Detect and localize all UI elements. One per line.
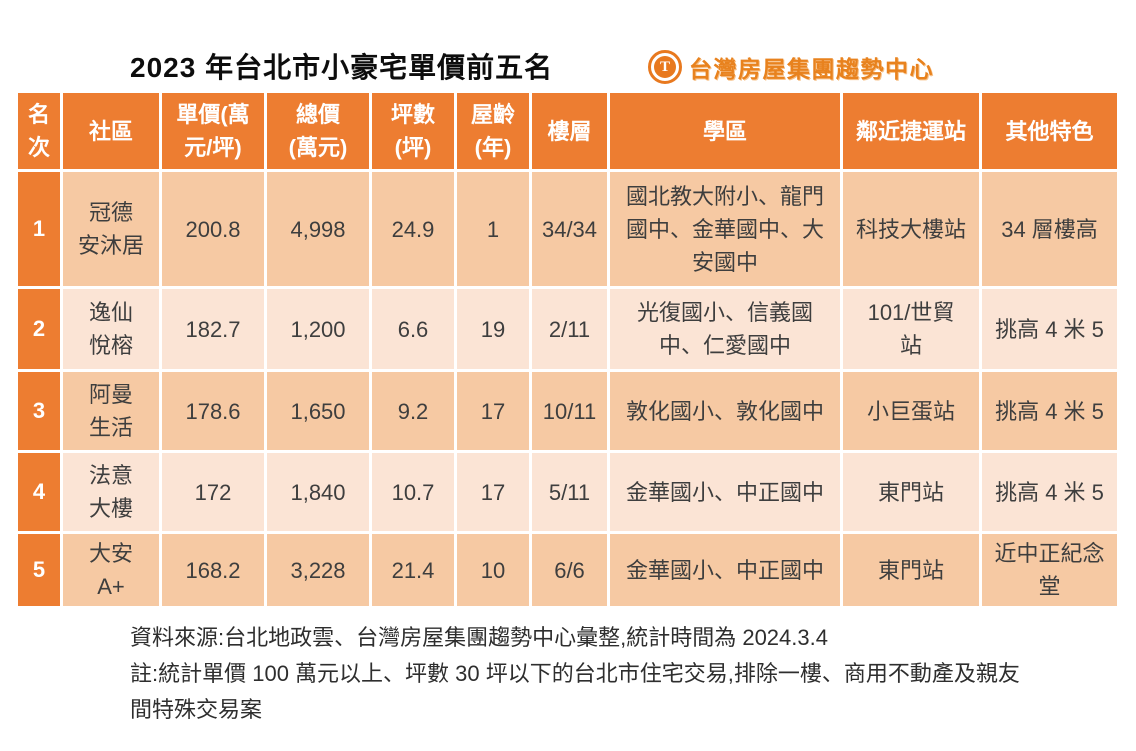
cell-area: 24.9 bbox=[372, 172, 454, 286]
cell-mrt-station: 科技大樓站 bbox=[843, 172, 979, 286]
cell-school-district: 國北教大附小、龍門國中、金華國中、大安國中 bbox=[610, 172, 840, 286]
cell-unit-price: 182.7 bbox=[162, 289, 264, 369]
cell-area: 21.4 bbox=[372, 534, 454, 606]
cell-school-district: 光復國小、信義國中、仁愛國中 bbox=[610, 289, 840, 369]
cell-age: 17 bbox=[457, 372, 529, 450]
ranking-table-container: 名 次 社區 單價(萬 元/坪) 總價 (萬元) 坪數 (坪) 屋齡 (年) 樓… bbox=[15, 90, 1120, 609]
cell-rank: 2 bbox=[18, 289, 60, 369]
cell-rank: 4 bbox=[18, 453, 60, 531]
col-header-school-district: 學區 bbox=[610, 93, 840, 169]
col-header-rank: 名 次 bbox=[18, 93, 60, 169]
table-row: 5 大安 A+ 168.2 3,228 21.4 10 6/6 金華國小、中正國… bbox=[18, 534, 1117, 606]
col-header-other-features: 其他特色 bbox=[982, 93, 1117, 169]
cell-other-features: 挑高 4 米 5 bbox=[982, 372, 1117, 450]
cell-community: 逸仙 悅榕 bbox=[63, 289, 159, 369]
cell-other-features: 挑高 4 米 5 bbox=[982, 453, 1117, 531]
cell-unit-price: 172 bbox=[162, 453, 264, 531]
table-row: 3 阿曼 生活 178.6 1,650 9.2 17 10/11 敦化國小、敦化… bbox=[18, 372, 1117, 450]
table-row: 1 冠德 安沐居 200.8 4,998 24.9 1 34/34 國北教大附小… bbox=[18, 172, 1117, 286]
col-header-area: 坪數 (坪) bbox=[372, 93, 454, 169]
cell-area: 9.2 bbox=[372, 372, 454, 450]
cell-mrt-station: 東門站 bbox=[843, 453, 979, 531]
cell-mrt-station: 東門站 bbox=[843, 534, 979, 606]
cell-rank: 1 bbox=[18, 172, 60, 286]
cell-area: 10.7 bbox=[372, 453, 454, 531]
brand-logo: T 台灣房屋集團趨勢中心 bbox=[648, 50, 934, 84]
footnotes: 資料來源:台北地政雲、台灣房屋集團趨勢中心彙整,統計時間為 2024.3.4 註… bbox=[130, 620, 1038, 728]
methodology-note: 註:統計單價 100 萬元以上、坪數 30 坪以下的台北市住宅交易,排除一樓、商… bbox=[130, 660, 1020, 722]
cell-age: 17 bbox=[457, 453, 529, 531]
col-header-total-price: 總價 (萬元) bbox=[267, 93, 369, 169]
col-header-floor: 樓層 bbox=[532, 93, 607, 169]
cell-total-price: 3,228 bbox=[267, 534, 369, 606]
cell-mrt-station: 101/世貿 站 bbox=[843, 289, 979, 369]
cell-community: 大安 A+ bbox=[63, 534, 159, 606]
cell-total-price: 1,840 bbox=[267, 453, 369, 531]
cell-other-features: 34 層樓高 bbox=[982, 172, 1117, 286]
cell-unit-price: 168.2 bbox=[162, 534, 264, 606]
cell-floor: 10/11 bbox=[532, 372, 607, 450]
cell-community: 阿曼 生活 bbox=[63, 372, 159, 450]
col-header-community: 社區 bbox=[63, 93, 159, 169]
cell-floor: 5/11 bbox=[532, 453, 607, 531]
brand-t-icon: T bbox=[648, 50, 682, 84]
cell-mrt-station: 小巨蛋站 bbox=[843, 372, 979, 450]
col-header-unit-price: 單價(萬 元/坪) bbox=[162, 93, 264, 169]
cell-school-district: 金華國小、中正國中 bbox=[610, 534, 840, 606]
cell-floor: 6/6 bbox=[532, 534, 607, 606]
cell-other-features: 近中正紀念 堂 bbox=[982, 534, 1117, 606]
cell-age: 10 bbox=[457, 534, 529, 606]
cell-unit-price: 200.8 bbox=[162, 172, 264, 286]
cell-total-price: 1,650 bbox=[267, 372, 369, 450]
cell-unit-price: 178.6 bbox=[162, 372, 264, 450]
col-header-mrt-station: 鄰近捷運站 bbox=[843, 93, 979, 169]
cell-community: 法意 大樓 bbox=[63, 453, 159, 531]
cell-total-price: 4,998 bbox=[267, 172, 369, 286]
cell-rank: 3 bbox=[18, 372, 60, 450]
col-header-age: 屋齡 (年) bbox=[457, 93, 529, 169]
cell-total-price: 1,200 bbox=[267, 289, 369, 369]
page-title: 2023 年台北市小豪宅單價前五名 bbox=[130, 52, 554, 83]
ranking-table: 名 次 社區 單價(萬 元/坪) 總價 (萬元) 坪數 (坪) 屋齡 (年) 樓… bbox=[15, 90, 1120, 609]
cell-other-features: 挑高 4 米 5 bbox=[982, 289, 1117, 369]
table-row: 4 法意 大樓 172 1,840 10.7 17 5/11 金華國小、中正國中… bbox=[18, 453, 1117, 531]
cell-area: 6.6 bbox=[372, 289, 454, 369]
brand-name: 台灣房屋集團趨勢中心 bbox=[689, 56, 934, 82]
cell-rank: 5 bbox=[18, 534, 60, 606]
cell-floor: 34/34 bbox=[532, 172, 607, 286]
header-row: 名 次 社區 單價(萬 元/坪) 總價 (萬元) 坪數 (坪) 屋齡 (年) 樓… bbox=[18, 93, 1117, 169]
cell-floor: 2/11 bbox=[532, 289, 607, 369]
cell-age: 1 bbox=[457, 172, 529, 286]
table-row: 2 逸仙 悅榕 182.7 1,200 6.6 19 2/11 光復國小、信義國… bbox=[18, 289, 1117, 369]
cell-community: 冠德 安沐居 bbox=[63, 172, 159, 286]
source-note: 資料來源:台北地政雲、台灣房屋集團趨勢中心彙整,統計時間為 2024.3.4 bbox=[130, 625, 828, 650]
cell-age: 19 bbox=[457, 289, 529, 369]
cell-school-district: 金華國小、中正國中 bbox=[610, 453, 840, 531]
cell-school-district: 敦化國小、敦化國中 bbox=[610, 372, 840, 450]
